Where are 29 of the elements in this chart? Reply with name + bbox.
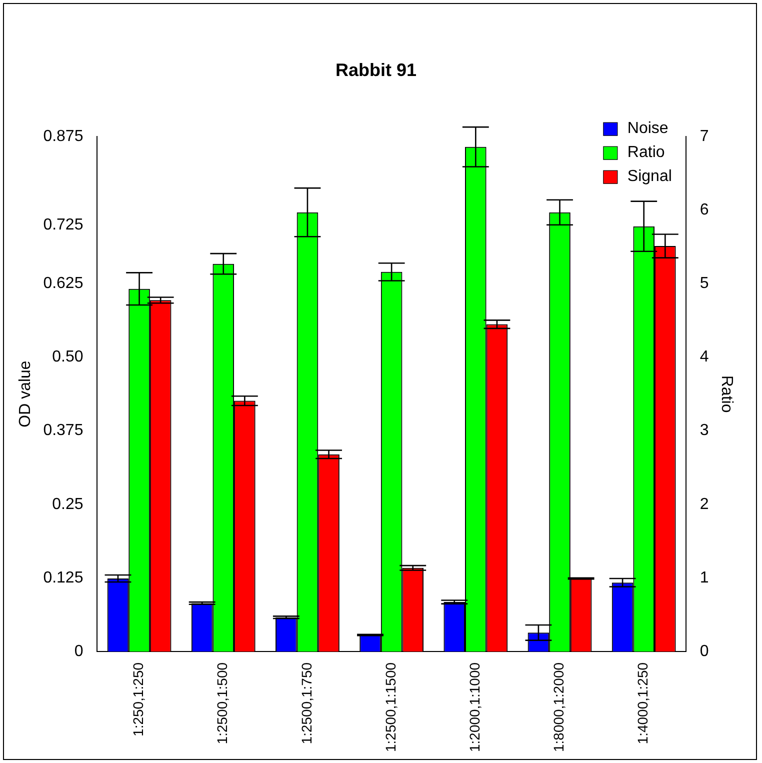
y2-tick-label: 2 — [700, 496, 709, 513]
y-tick-label: 0 — [74, 642, 84, 660]
y2-tick-label: 5 — [700, 275, 709, 292]
y-tick-label: 0.375 — [43, 422, 84, 440]
y2-tick-label: 4 — [700, 348, 709, 366]
x-tick-label: 1:250,1:250 — [130, 662, 146, 736]
y2-tick-label: 7 — [700, 128, 709, 146]
x-tick-label: 1:2500,1:500 — [214, 662, 230, 744]
y2-tick-label: 0 — [700, 642, 709, 660]
legend-label: Signal — [627, 168, 672, 186]
y-tick-label: 0.875 — [43, 128, 84, 146]
y-tick-label: 0.50 — [52, 348, 84, 366]
legend-label: Ratio — [627, 144, 665, 162]
y-tick-label: 0.625 — [43, 275, 84, 292]
y-tick-label: 0.125 — [43, 569, 84, 586]
y2-tick-label: 6 — [700, 202, 709, 219]
y2-tick-label: 1 — [700, 569, 709, 586]
x-tick-label: 1:8000,1:2000 — [550, 662, 567, 752]
x-tick-label: 1:2500,1:750 — [298, 662, 314, 744]
x-tick-label: 1:4000,1:250 — [634, 662, 651, 744]
y-tick-label: 0.25 — [52, 496, 84, 513]
x-tick-label: 1:2500,1:1500 — [382, 662, 398, 752]
x-tick-label: 1:2000,1:1000 — [466, 662, 483, 752]
y2-axis-title: Ratio — [718, 375, 735, 413]
y-axis-title: OD value — [17, 360, 34, 428]
chart-title: Rabbit 91 — [335, 60, 417, 80]
y2-tick-label: 3 — [700, 422, 709, 440]
legend-label: Noise — [627, 120, 668, 138]
y-tick-label: 0.725 — [43, 216, 84, 234]
